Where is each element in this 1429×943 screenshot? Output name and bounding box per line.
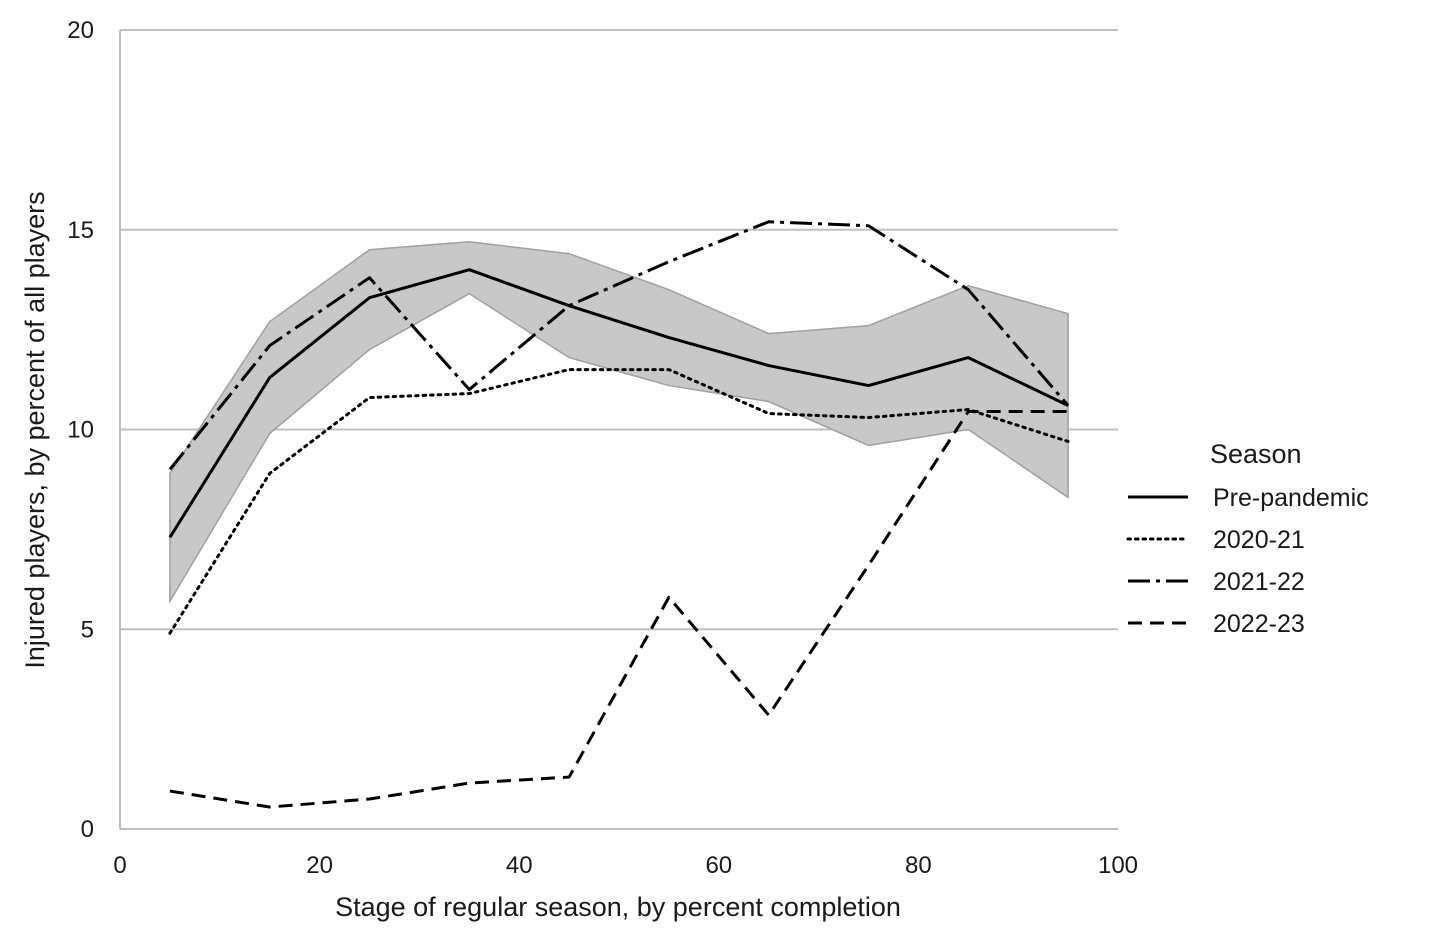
series-lines <box>168 220 1070 809</box>
series-line-2021-22 <box>168 220 1070 471</box>
legend: Season Pre-pandemic 2020-21 2021-22 2022-23 <box>1126 439 1369 638</box>
x-tick-label-80: 80 <box>905 852 932 879</box>
legend-item-2022-23: 2022-23 <box>1128 610 1305 638</box>
y-tick-label-15: 15 <box>67 217 94 244</box>
legend-item-2021-22: 2021-22 <box>1128 568 1305 596</box>
tick-labels: 0 20 40 60 80 100 0 5 10 15 20 <box>67 17 1138 879</box>
pre-pandemic-confidence-band <box>169 240 1069 605</box>
x-tick-label-0: 0 <box>113 852 126 879</box>
legend-item-2020-21: 2020-21 <box>1126 526 1305 554</box>
y-tick-label-10: 10 <box>67 417 94 444</box>
series-line-pre-pandemic <box>168 268 1069 539</box>
legend-label-2020-21: 2020-21 <box>1213 526 1305 554</box>
legend-item-pre-pandemic: Pre-pandemic <box>1128 484 1369 512</box>
axes <box>119 30 1118 830</box>
confidence-band-layer <box>169 240 1069 605</box>
legend-label-2021-22: 2021-22 <box>1213 568 1305 596</box>
y-tick-label-5: 5 <box>81 616 94 643</box>
legend-label-pre-pandemic: Pre-pandemic <box>1213 484 1369 512</box>
y-axis-title: Injured players, by percent of all playe… <box>20 191 50 668</box>
x-axis-title: Stage of regular season, by percent comp… <box>335 892 901 922</box>
legend-label-2022-23: 2022-23 <box>1213 610 1305 638</box>
x-tick-label-20: 20 <box>306 852 333 879</box>
y-tick-label-0: 0 <box>81 816 94 843</box>
x-tick-label-40: 40 <box>506 852 533 879</box>
legend-title: Season <box>1210 439 1302 469</box>
x-tick-label-60: 60 <box>705 852 732 879</box>
series-line-2020-21 <box>168 368 1070 635</box>
x-tick-label-100: 100 <box>1098 852 1138 879</box>
series-line-2022-23 <box>169 410 1069 809</box>
y-tick-label-20: 20 <box>67 17 94 44</box>
